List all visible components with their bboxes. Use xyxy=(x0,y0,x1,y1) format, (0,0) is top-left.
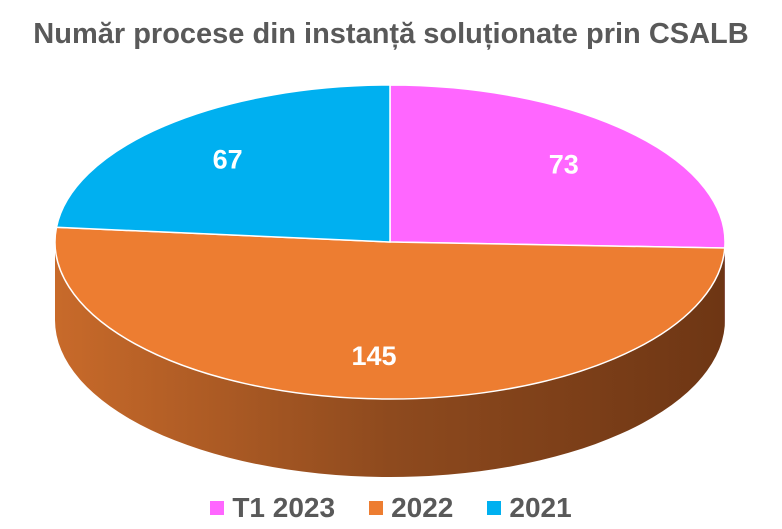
legend-swatch xyxy=(487,501,502,515)
data-label-t1-2023: 73 xyxy=(549,150,579,180)
legend-swatch xyxy=(210,501,225,515)
pie-slice-2021 xyxy=(55,84,391,243)
legend-item-2022: 2022 xyxy=(369,492,453,524)
chart-title: Număr procese din instanță soluționate p… xyxy=(33,18,749,50)
legend-label: 2022 xyxy=(391,492,454,523)
pie-labels: 73 145 67 xyxy=(213,144,579,370)
pie-slice-t1-2023 xyxy=(389,84,726,249)
legend-label: 2021 xyxy=(509,492,572,523)
pie-tops xyxy=(54,84,726,400)
pie-sides xyxy=(55,242,725,478)
pie-slice-2022 xyxy=(54,226,726,400)
legend-item-2021: 2021 xyxy=(487,492,572,524)
data-label-2022: 145 xyxy=(352,341,397,371)
legend: T1 2023 2022 2021 xyxy=(0,492,782,524)
data-label-2021: 67 xyxy=(213,144,243,174)
legend-label: T1 2023 xyxy=(232,492,336,523)
legend-item-t1-2023: T1 2023 xyxy=(210,492,335,524)
legend-swatch xyxy=(369,501,384,515)
pie-side-2022 xyxy=(55,242,725,478)
